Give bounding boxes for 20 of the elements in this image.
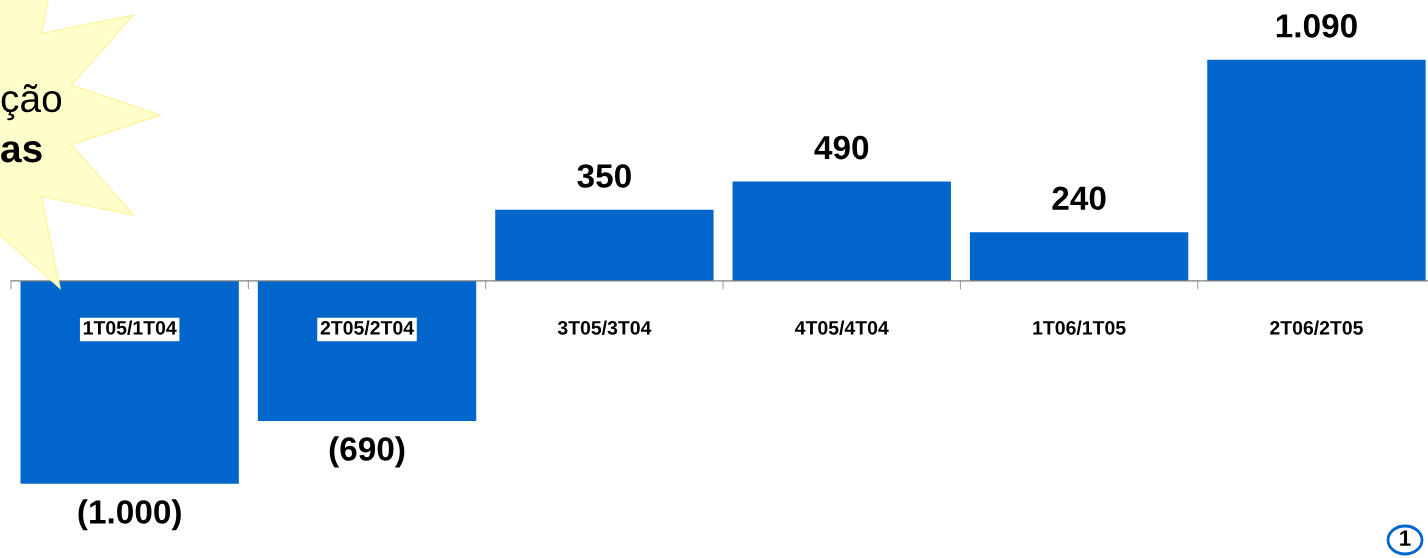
annotation: ção: [1, 83, 62, 121]
x-tick-label: 3T05/3T04: [557, 320, 652, 335]
bar: [732, 181, 951, 281]
x-tick-label: 4T05/4T04: [795, 320, 889, 335]
x-tick-label: 1T05/1T04: [83, 320, 177, 335]
text: 1: [1400, 530, 1411, 546]
annotation: as: [1, 141, 42, 163]
bar: [495, 209, 714, 281]
x-tick-label: 2T06/2T05: [1270, 320, 1363, 335]
data-label: 240: [1052, 186, 1106, 211]
x-tick-label: 1T06/1T05: [1033, 320, 1126, 335]
x-tick-label: 2T05/2T04: [320, 320, 414, 335]
bar: [257, 280, 477, 421]
data-label: 490: [814, 135, 869, 160]
bar: [1207, 59, 1426, 281]
bar: [969, 232, 1189, 281]
data-label: 1.090: [1276, 14, 1357, 38]
data-label: (1.000): [78, 499, 181, 531]
data-label: 350: [577, 164, 631, 188]
data-label: (690): [329, 436, 405, 468]
